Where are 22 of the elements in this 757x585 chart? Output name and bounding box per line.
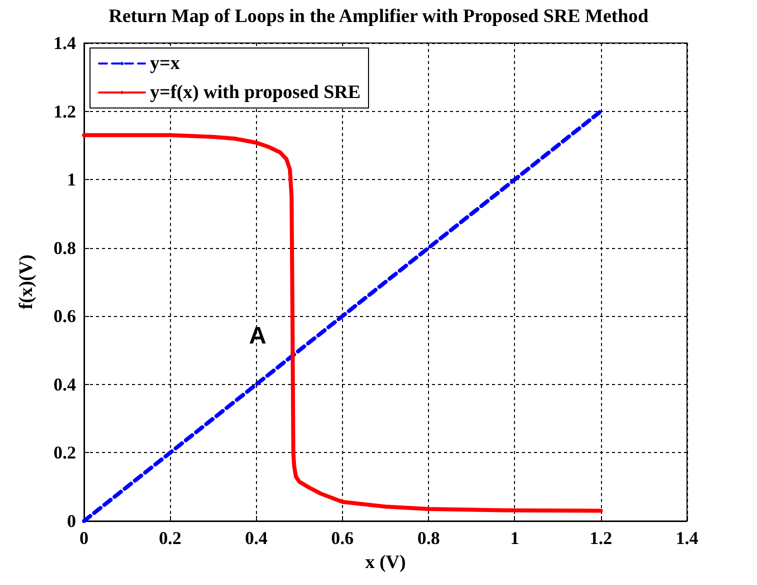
y-tick-label: 1.4 <box>54 33 76 53</box>
x-tick-label: 0 <box>80 528 88 548</box>
y-tick-label: 0.6 <box>54 306 76 326</box>
y-tick-label: 0 <box>67 511 76 531</box>
legend-label: y=x <box>150 53 180 74</box>
y-axis-title: f(x)(V) <box>16 254 37 310</box>
x-tick-label: 1.4 <box>676 528 698 548</box>
x-tick-label: 0.4 <box>245 528 268 548</box>
y-tick-label: 0.4 <box>54 374 76 394</box>
y-tick-label: 0.2 <box>54 442 76 463</box>
x-tick-label: 1 <box>510 528 520 548</box>
x-axis-title: x (V) <box>365 552 406 573</box>
x-tick-label: 0.2 <box>158 528 182 548</box>
x-tick-label: 0.8 <box>417 528 440 548</box>
chart-title: Return Map of Loops in the Amplifier with Proposed SRE Method <box>108 6 649 27</box>
annotation: A <box>249 322 266 350</box>
y-tick-label: 0.8 <box>54 238 76 258</box>
y-tick-label: 1 <box>67 170 76 190</box>
x-tick-label: 0.6 <box>331 528 354 548</box>
y-tick-label: 1.2 <box>54 101 76 122</box>
legend-label: y=f(x) with proposed SRE <box>150 82 361 103</box>
x-tick-label: 1.2 <box>590 528 612 548</box>
